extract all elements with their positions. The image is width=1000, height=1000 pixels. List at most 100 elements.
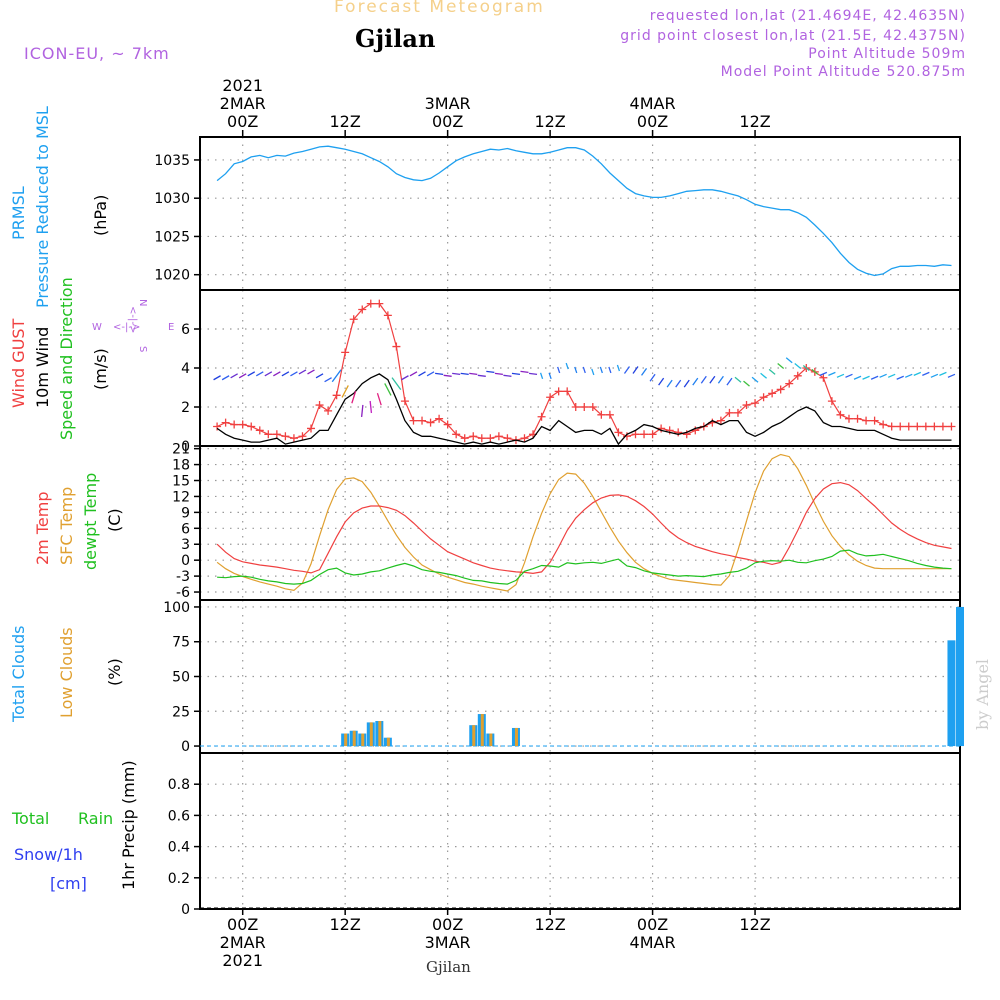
bottom-axis-label: 4MAR — [630, 933, 676, 952]
forecast-title: Forecast Meteogram — [334, 0, 545, 17]
top-axis-label: 2021 — [222, 76, 263, 95]
gust-marker — [221, 418, 230, 427]
gust-marker — [614, 428, 623, 437]
wind-direction-arrow — [887, 373, 896, 378]
wind-ytick-label: 0 — [181, 439, 190, 455]
gust-marker — [716, 416, 725, 425]
bottom-axis-label: 12Z — [534, 915, 565, 934]
gust-marker — [785, 379, 794, 388]
top-axis-label: 12Z — [739, 112, 770, 131]
wind-direction-arrow — [418, 371, 426, 377]
bottom-axis-label: 12Z — [330, 915, 361, 934]
pressure-ytick-label: 1035 — [154, 153, 190, 169]
low-clouds-bar — [480, 714, 484, 747]
wind-direction-arrow — [632, 366, 639, 374]
clouds-ytick-label: 100 — [163, 600, 190, 616]
wind-direction-arrow — [743, 380, 750, 387]
wind-direction-arrow — [230, 373, 238, 379]
wind-direction-arrow — [811, 368, 819, 375]
gust-marker — [477, 434, 486, 443]
gust-marker — [759, 393, 768, 402]
low-clouds-bar — [386, 737, 390, 747]
wind-ytick-label: 4 — [181, 361, 190, 377]
bottom-axis-label: 00Z — [432, 915, 463, 934]
wind-direction-arrow — [486, 370, 495, 374]
wind-direction-arrow — [913, 371, 922, 376]
wind-direction-arrow — [666, 379, 673, 388]
gust-marker — [588, 403, 597, 411]
gust-marker — [751, 399, 760, 408]
wind-direction-arrow — [324, 377, 332, 383]
low-clouds-label: Low Clouds — [57, 627, 76, 718]
gust-marker — [213, 422, 222, 431]
wind-panel: 0 2 4 6 — [181, 289, 961, 455]
wind-direction-arrow — [307, 369, 315, 375]
wind-direction-arrow — [700, 375, 707, 384]
gust-marker — [247, 422, 256, 431]
gust-marker — [426, 418, 435, 427]
wind-direction-arrow — [751, 376, 759, 383]
wind-direction-arrow — [649, 373, 656, 382]
wind-direction-arrow — [777, 363, 785, 370]
wind-direction-arrow — [221, 375, 230, 381]
wind-direction-arrow — [360, 404, 364, 417]
temp-unit-label: (C) — [105, 508, 124, 532]
wind-direction-arrow — [557, 366, 561, 374]
gust-marker — [674, 428, 683, 437]
wind-direction-arrow — [341, 385, 349, 398]
pressure-label-2: Pressure Reduced to MSL — [33, 106, 52, 308]
gust-marker — [324, 406, 333, 415]
gust-marker — [853, 414, 862, 423]
point-altitude: Point Altitude 509m — [808, 46, 966, 62]
wind-direction-arrow — [760, 372, 768, 379]
wind-direction-arrow — [435, 372, 444, 375]
gust-marker — [742, 401, 751, 410]
wind-direction-label: Speed and Direction — [57, 277, 76, 440]
wind-direction-arrow — [255, 371, 264, 377]
wind-direction-arrow — [477, 374, 486, 377]
gust-marker — [281, 432, 290, 441]
wind-direction-arrow — [683, 379, 690, 388]
gust-marker — [597, 410, 606, 419]
temp-frame — [199, 445, 961, 601]
gust-marker — [298, 432, 307, 441]
bottom-axis-label: 00Z — [637, 915, 668, 934]
gust-marker — [862, 416, 871, 425]
precip-ytick-label: 0.8 — [168, 777, 190, 793]
snow-label: Snow/1h — [14, 845, 83, 864]
wind-direction-arrow — [443, 374, 452, 377]
wind-direction-arrow — [574, 366, 578, 374]
wind-direction-arrow — [709, 375, 716, 384]
gust-marker — [887, 422, 896, 431]
wind-direction-arrow — [608, 366, 612, 374]
wind-direction-arrow — [511, 372, 521, 375]
wind-direction-arrow — [315, 373, 324, 379]
wind-direction-arrow — [238, 373, 247, 379]
compass-s: S — [137, 346, 148, 352]
top-axis-label: 4MAR — [630, 94, 676, 113]
total-clouds-bar — [956, 606, 964, 747]
temp-ytick-label: 6 — [181, 521, 190, 537]
temp-ytick-label: 15 — [172, 474, 190, 490]
gust-label: Wind GUST — [9, 318, 28, 408]
gust-marker — [904, 422, 913, 431]
gust-marker — [844, 414, 853, 423]
wind-direction-arrow — [726, 377, 733, 386]
low-clouds-bar — [352, 730, 356, 747]
gust-marker — [537, 412, 546, 421]
gust-marker — [400, 397, 409, 406]
gust-marker — [921, 422, 930, 431]
wind-direction-arrow — [930, 373, 939, 378]
bottom-axis-label: 2021 — [222, 951, 263, 970]
wind-direction-arrow — [905, 373, 913, 378]
wind-direction-arrow — [836, 373, 845, 378]
gust-marker — [366, 299, 375, 308]
gust-marker — [648, 430, 657, 439]
wind-direction-arrow — [802, 365, 810, 371]
precip-frame — [199, 752, 961, 910]
temp2m-label: 2m Temp — [33, 492, 52, 566]
total-clouds-label: Total Clouds — [9, 626, 28, 724]
precip-ytick-label: 0.2 — [168, 871, 190, 887]
